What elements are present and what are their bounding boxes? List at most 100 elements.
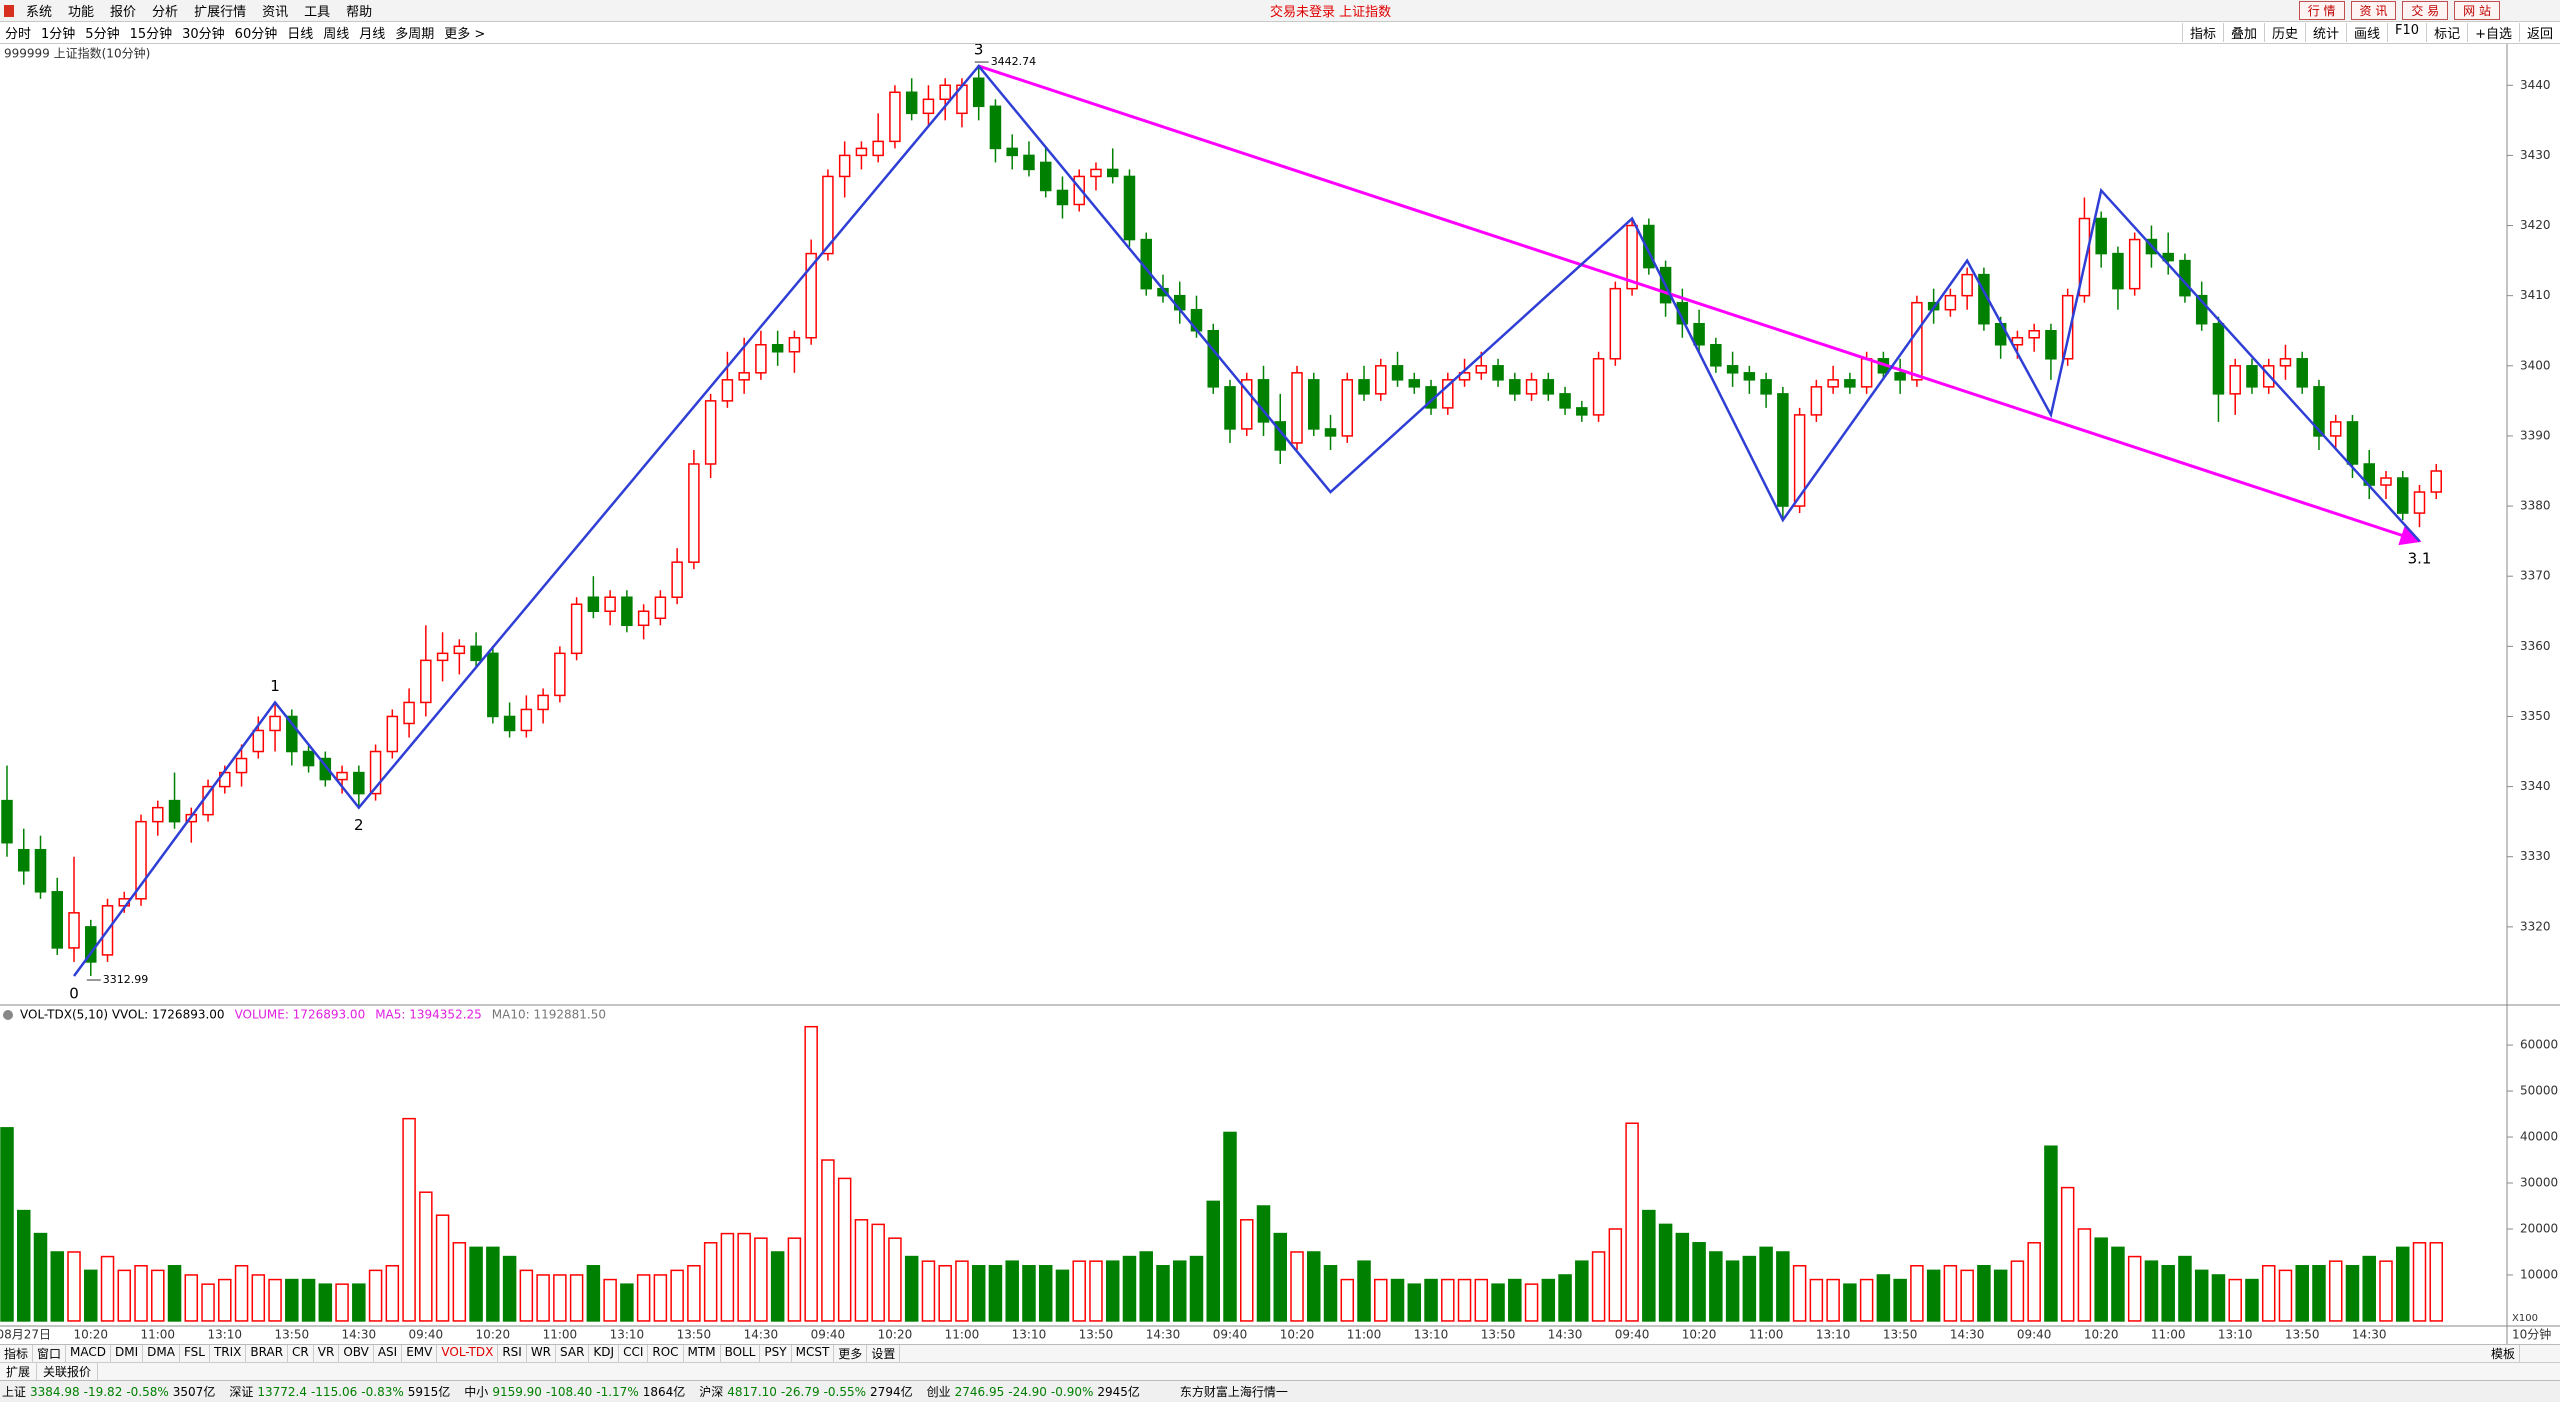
candle-body [2045, 329, 2057, 360]
index-quote[interactable]: 上证 3384.98 -19.82 -0.58% 3507亿 [0, 1383, 227, 1400]
panel-icon[interactable] [3, 1010, 13, 1020]
period-tab[interactable]: 月线 [359, 27, 386, 42]
volume-bar [2278, 1269, 2293, 1322]
menu-button[interactable]: 行 情 [2298, 1, 2345, 20]
volume-bar [2094, 1237, 2108, 1322]
indicator-tab[interactable]: CCI [619, 1345, 649, 1362]
indicator-tab[interactable]: ROC [648, 1345, 684, 1362]
volume-bar [368, 1269, 383, 1322]
period-tab[interactable]: 日线 [287, 27, 314, 42]
tool-button[interactable]: +自选 [2467, 23, 2519, 42]
indicator-tab[interactable]: CR [288, 1345, 314, 1362]
volume-bar [1022, 1265, 1036, 1322]
indicator-tab[interactable]: KDJ [589, 1345, 620, 1362]
indicator-tab[interactable]: DMI [111, 1345, 144, 1362]
menu-item[interactable]: 帮助 [346, 5, 373, 20]
indicator-tab[interactable]: FSL [180, 1345, 210, 1362]
menu-item[interactable]: 分析 [152, 5, 179, 20]
tool-button[interactable]: 标记 [2426, 23, 2467, 42]
indicator-tab[interactable]: 更多 [834, 1345, 868, 1362]
indicator-tab[interactable]: DMA [143, 1345, 180, 1362]
extension-tab[interactable]: 关联报价 [37, 1363, 99, 1380]
feed-name: 东方财富上海行情一 [1179, 1385, 1288, 1399]
indicator-tab[interactable]: 指标 [0, 1345, 34, 1362]
menu-bar: 系统 功能 报价 分析 扩展行情 资讯 工具 帮助 交易未登录 上证指数 行 情资 讯交 易网… [0, 0, 2560, 22]
candle-body [537, 694, 549, 711]
volume-bar [2211, 1274, 2226, 1322]
candle-body [1961, 273, 1973, 297]
period-tab[interactable]: 60分钟 [234, 27, 278, 42]
index-name: 创业 [926, 1385, 951, 1399]
indicator-tab[interactable]: ASI [374, 1345, 403, 1362]
period-tab[interactable]: 更多 > [444, 27, 486, 42]
tool-button[interactable]: 画线 [2346, 23, 2387, 42]
index-quote[interactable]: 深证 13772.4 -115.06 -0.83% 5915亿 [227, 1383, 462, 1400]
indicator-tab[interactable]: MTM [684, 1345, 721, 1362]
volume-bar [268, 1278, 282, 1322]
x-tick-label: 14:30 [2352, 1328, 2387, 1342]
indicator-tab[interactable]: MACD [66, 1345, 112, 1362]
menu-item[interactable]: 扩展行情 [194, 5, 247, 20]
extension-tab[interactable]: 扩展 [0, 1363, 38, 1380]
indicator-tab[interactable]: MCST [792, 1345, 835, 1362]
index-quote[interactable]: 创业 2746.95 -24.90 -0.90% 2945亿 [925, 1383, 1152, 1400]
index-quote[interactable]: 沪深 4817.10 -26.79 -0.55% 2794亿 [697, 1383, 924, 1400]
x-tick-label: 10:20 [1682, 1328, 1717, 1342]
indicator-tab[interactable]: RSI [498, 1345, 527, 1362]
indicator-tab[interactable]: BRAR [246, 1345, 289, 1362]
candle-body [989, 105, 1002, 150]
menu-item[interactable]: 系统 [26, 5, 53, 20]
volume-bar [2261, 1265, 2276, 1322]
period-tab[interactable]: 多周期 [395, 27, 435, 42]
tool-button[interactable]: 返回 [2518, 23, 2560, 42]
indicator-tab[interactable]: TRIX [210, 1345, 247, 1362]
y-tick-label: 60000 [2520, 1038, 2558, 1052]
period-tab[interactable]: 15分钟 [129, 27, 173, 42]
volume-bar [1122, 1255, 1137, 1322]
volume-bar [2194, 1269, 2209, 1322]
candle-body [1542, 379, 1555, 395]
tool-button[interactable]: 叠加 [2222, 23, 2264, 42]
menu-button[interactable]: 资 讯 [2350, 1, 2397, 20]
period-tab[interactable]: 周线 [323, 27, 350, 42]
period-tab[interactable]: 30分钟 [182, 27, 225, 42]
menu-item[interactable]: 资讯 [262, 5, 289, 20]
volume-bar [1742, 1255, 1757, 1322]
tool-button[interactable]: 指标 [2181, 23, 2223, 42]
volume-bar [1759, 1246, 1773, 1322]
indicator-tab[interactable]: PSY [760, 1345, 792, 1362]
tool-button[interactable]: 统计 [2305, 23, 2346, 42]
candle-body [2078, 217, 2091, 297]
volume-bar [1725, 1260, 1740, 1322]
volume-bar [1223, 1131, 1237, 1322]
period-tab[interactable]: 1分钟 [41, 27, 76, 42]
indicator-tab[interactable]: EMV [402, 1345, 438, 1362]
volume-bar [50, 1251, 65, 1322]
period-tab[interactable]: 5分钟 [85, 27, 120, 42]
tool-button[interactable]: 历史 [2263, 23, 2305, 42]
indicator-tab[interactable]: 窗口 [33, 1345, 67, 1362]
index-change: -26.79 [780, 1385, 820, 1399]
candle-body [1492, 365, 1504, 381]
volume-bar [1290, 1251, 1304, 1322]
menu-button[interactable]: 网 站 [2454, 1, 2500, 20]
index-quote[interactable]: 中小 9159.90 -108.40 -1.17% 1864亿 [462, 1383, 697, 1400]
period-tab[interactable]: 分时 [5, 27, 32, 42]
indicator-tab[interactable]: WR [527, 1345, 557, 1362]
indicator-tab[interactable]: VR [314, 1345, 340, 1362]
menu-item[interactable]: 功能 [68, 5, 95, 20]
indicator-tab[interactable]: BOLL [721, 1345, 761, 1362]
volume-bar [603, 1278, 617, 1322]
indicator-tab[interactable]: SAR [556, 1345, 590, 1362]
indicator-tab[interactable]: 设置 [867, 1345, 901, 1362]
template-button[interactable]: 模板 [2487, 1345, 2520, 1362]
indicator-tab[interactable]: VOL-TDX [437, 1345, 499, 1362]
menu-item[interactable]: 报价 [110, 5, 137, 20]
tool-button[interactable]: F10 [2387, 23, 2426, 42]
menu-item[interactable]: 工具 [304, 5, 331, 20]
indicator-tab[interactable]: OBV [339, 1345, 374, 1362]
volume-bar [1993, 1269, 2008, 1322]
volume-bar [2245, 1278, 2259, 1322]
menu-button[interactable]: 交 易 [2402, 1, 2449, 20]
x-tick-label: 13:10 [610, 1328, 645, 1342]
